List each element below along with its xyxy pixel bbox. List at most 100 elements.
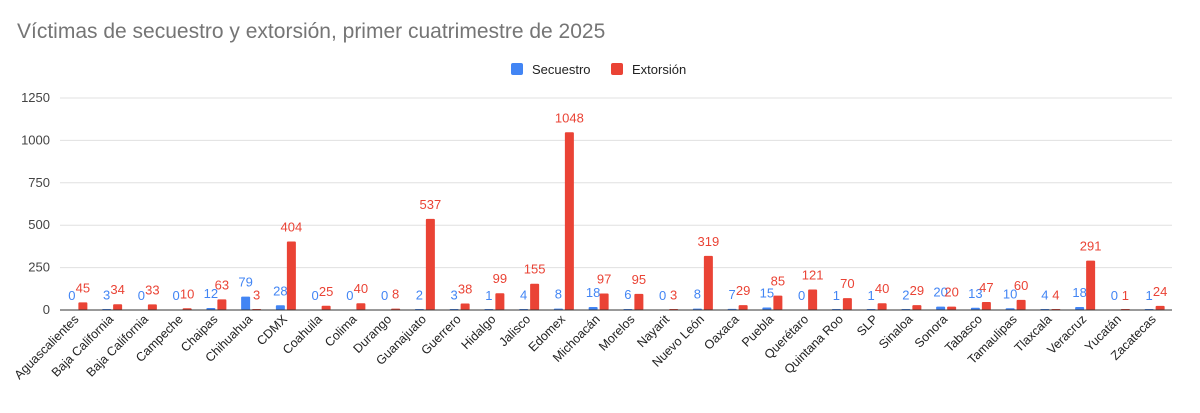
data-label-extorsion: 60 (1014, 278, 1028, 293)
bar-extorsion (842, 298, 852, 310)
bar-secuestro (970, 307, 980, 310)
bar-extorsion (947, 306, 957, 310)
data-label-secuestro: 0 (659, 288, 666, 303)
data-label-extorsion: 3 (670, 287, 677, 302)
data-label-extorsion: 97 (597, 272, 611, 287)
data-label-secuestro: 0 (798, 288, 805, 303)
data-label-extorsion: 38 (458, 282, 472, 297)
bar-extorsion (703, 255, 713, 310)
data-label-extorsion: 99 (493, 271, 507, 286)
x-tick-label: Sinaloa (876, 312, 915, 351)
bar-extorsion (877, 303, 887, 310)
bar-extorsion (981, 302, 991, 310)
data-label-extorsion: 85 (771, 274, 785, 289)
data-label-extorsion: 63 (215, 277, 229, 292)
y-tick-label: 750 (28, 175, 50, 190)
bar-extorsion (460, 303, 470, 310)
data-label-secuestro: 0 (346, 288, 353, 303)
data-label-extorsion: 29 (910, 283, 924, 298)
bar-extorsion (356, 303, 366, 310)
data-label-secuestro: 3 (451, 287, 458, 302)
data-label-secuestro: 4 (520, 287, 527, 302)
data-label-extorsion: 33 (145, 282, 159, 297)
bar-extorsion (564, 132, 574, 310)
data-label-secuestro: 20 (933, 285, 947, 300)
data-label-extorsion: 45 (76, 280, 90, 295)
legend-label-secuestro: Secuestro (532, 62, 591, 77)
data-label-extorsion: 121 (802, 267, 824, 282)
data-label-extorsion: 3 (253, 287, 260, 302)
data-label-secuestro: 8 (694, 287, 701, 302)
data-label-secuestro: 2 (416, 288, 423, 303)
bar-extorsion (217, 299, 227, 310)
legend-swatch-extorsion (611, 63, 623, 75)
bar-secuestro (762, 307, 772, 310)
data-label-secuestro: 28 (273, 283, 287, 298)
bar-secuestro (588, 306, 598, 310)
data-label-secuestro: 2 (902, 288, 909, 303)
bar-secuestro (936, 306, 946, 310)
data-label-secuestro: 1 (485, 288, 492, 303)
data-label-secuestro: 79 (238, 275, 252, 290)
bar-extorsion (773, 295, 783, 310)
data-label-extorsion: 47 (979, 280, 993, 295)
data-label-secuestro: 15 (760, 285, 774, 300)
bar-extorsion (78, 302, 88, 310)
data-label-extorsion: 70 (840, 276, 854, 291)
data-label-extorsion: 319 (698, 234, 720, 249)
bar-extorsion (912, 305, 922, 310)
data-label-extorsion: 291 (1080, 239, 1102, 254)
bar-extorsion (530, 283, 540, 310)
bar-extorsion (113, 304, 123, 310)
data-label-extorsion: 40 (354, 281, 368, 296)
bar-secuestro (1075, 306, 1085, 310)
data-label-secuestro: 0 (138, 288, 145, 303)
data-label-extorsion: 10 (180, 286, 194, 301)
data-label-secuestro: 1 (1146, 288, 1153, 303)
x-tick-label: SLP (854, 312, 881, 339)
data-label-secuestro: 4 (1041, 287, 1048, 302)
bar-extorsion (738, 305, 748, 310)
bar-extorsion (1086, 260, 1096, 310)
bar-extorsion (147, 304, 157, 310)
bar-extorsion (286, 241, 296, 310)
bar-extorsion (1016, 299, 1026, 310)
x-tick-label: Hidalgo (459, 312, 499, 352)
data-label-secuestro: 3 (103, 287, 110, 302)
data-label-secuestro: 0 (1111, 288, 1118, 303)
data-label-secuestro: 1 (868, 288, 875, 303)
data-label-extorsion: 40 (875, 281, 889, 296)
data-label-extorsion: 20 (944, 285, 958, 300)
y-tick-label: 1250 (21, 90, 50, 105)
data-label-extorsion: 24 (1153, 284, 1167, 299)
legend-swatch-secuestro (511, 63, 523, 75)
data-label-secuestro: 13 (968, 286, 982, 301)
legend-label-extorsion: Extorsión (632, 62, 686, 77)
y-tick-label: 1000 (21, 132, 50, 147)
bar-secuestro (241, 296, 251, 310)
data-label-secuestro: 6 (624, 287, 631, 302)
data-label-secuestro: 0 (381, 288, 388, 303)
x-tick-label: Morelos (596, 312, 637, 353)
bar-extorsion (808, 289, 818, 310)
y-tick-label: 0 (43, 302, 50, 317)
data-label-secuestro: 0 (68, 288, 75, 303)
bar-secuestro (275, 305, 285, 310)
data-label-secuestro: 10 (1003, 286, 1017, 301)
data-label-extorsion: 25 (319, 284, 333, 299)
data-label-extorsion: 1 (1122, 288, 1129, 303)
bar-extorsion (634, 293, 644, 310)
data-label-extorsion: 155 (524, 262, 546, 277)
data-label-extorsion: 8 (392, 287, 399, 302)
bar-extorsion (1155, 305, 1165, 310)
data-label-extorsion: 4 (1052, 287, 1059, 302)
chart-title: Víctimas de secuestro y extorsión, prime… (17, 20, 606, 43)
data-label-extorsion: 95 (632, 272, 646, 287)
data-label-secuestro: 12 (204, 286, 218, 301)
data-label-secuestro: 7 (729, 287, 736, 302)
data-label-extorsion: 29 (736, 283, 750, 298)
bar-extorsion (599, 293, 609, 310)
bar-secuestro (206, 307, 216, 310)
